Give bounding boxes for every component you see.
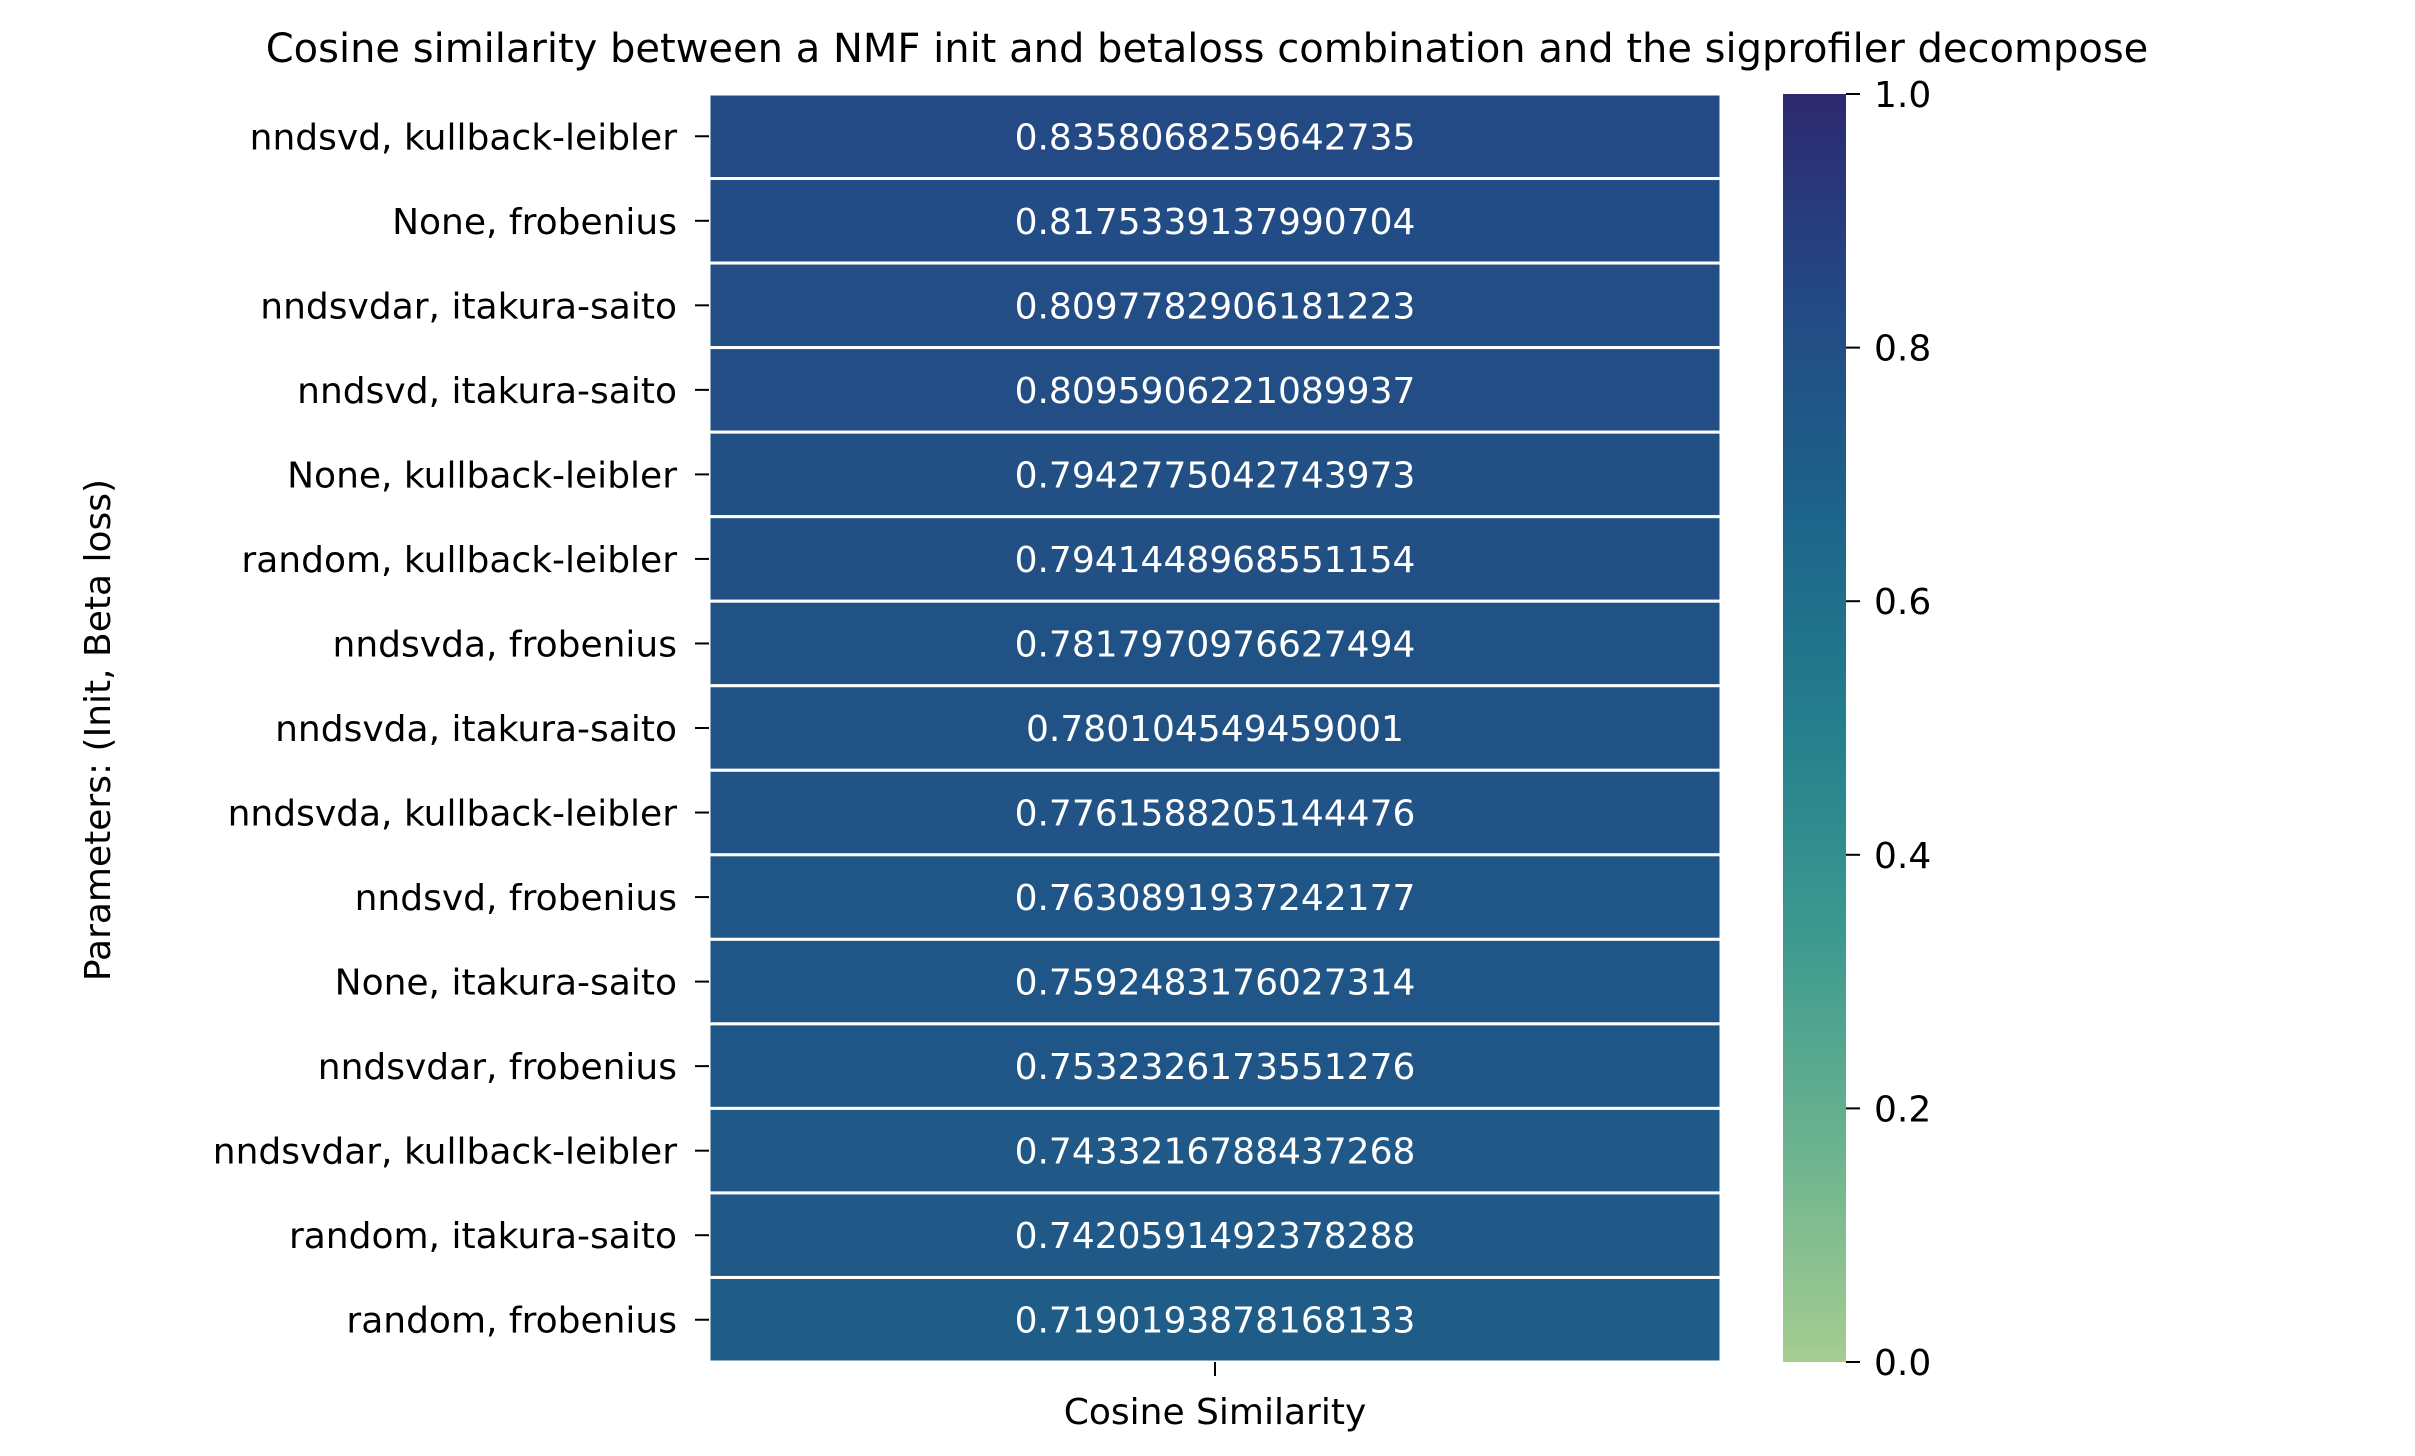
y-ticks <box>695 135 709 1321</box>
colorbar-ticks: 0.0 0.2 0.4 0.6 0.8 1.0 <box>1846 75 1931 1384</box>
heatmap-cell <box>707 346 1723 434</box>
y-tick-label: nndsvda, frobenius <box>333 624 677 665</box>
y-tick-label: None, frobenius <box>392 202 677 243</box>
heatmap-cell <box>707 1191 1723 1279</box>
heatmap-cell <box>707 177 1723 265</box>
cell-value-label: 0.7761588205144476 <box>1015 794 1416 835</box>
colorbar-tick-label: 0.8 <box>1874 329 1931 370</box>
y-tick-label: nndsvd, frobenius <box>355 878 677 919</box>
cell-value-label: 0.8097782906181223 <box>1015 286 1416 327</box>
cell-value-label: 0.7942775042743973 <box>1015 455 1416 496</box>
heatmap-cells: 0.8358068259642735 0.8175339137990704 0.80… <box>707 92 1723 1364</box>
heatmap-cell <box>707 92 1723 181</box>
y-tick-label: None, kullback-leibler <box>287 455 677 496</box>
y-tick-label: random, frobenius <box>346 1301 677 1342</box>
cell-value-label: 0.7420591492378288 <box>1015 1216 1416 1257</box>
heatmap-cell <box>707 261 1723 350</box>
y-tick-label: nndsvd, itakura-saito <box>297 371 677 412</box>
cell-value-label: 0.7190193878168133 <box>1015 1301 1416 1342</box>
y-tick-label: nndsvdar, frobenius <box>318 1047 677 1088</box>
colorbar-tick-label: 0.2 <box>1874 1089 1931 1130</box>
colorbar <box>1783 94 1846 1362</box>
colorbar-tick-label: 0.6 <box>1874 582 1931 623</box>
heatmap-cell <box>707 937 1723 1026</box>
cell-value-label: 0.780104549459001 <box>1026 709 1404 750</box>
y-tick-label: nndsvda, kullback-leibler <box>228 794 678 835</box>
chart-title: Cosine similarity between a NMF init and… <box>266 26 2149 72</box>
cell-value-label: 0.7941448968551154 <box>1015 540 1416 581</box>
cell-value-label: 0.8095906221089937 <box>1015 371 1416 412</box>
x-tick-label: Cosine Similarity <box>1064 1392 1367 1433</box>
y-tick-label: None, itakura-saito <box>335 963 677 1004</box>
y-tick-label: random, kullback-leibler <box>241 540 677 581</box>
cell-value-label: 0.8358068259642735 <box>1015 117 1416 158</box>
y-tick-label: nndsvdar, itakura-saito <box>260 286 677 327</box>
cell-value-label: 0.7630891937242177 <box>1015 878 1416 919</box>
cell-value-label: 0.7433216788437268 <box>1015 1132 1416 1173</box>
heatmap-cell <box>707 1022 1723 1110</box>
y-tick-label: nndsvdar, kullback-leibler <box>213 1132 677 1173</box>
cell-value-label: 0.7817970976627494 <box>1015 624 1416 665</box>
cell-value-label: 0.8175339137990704 <box>1015 202 1416 243</box>
y-tick-label: nndsvd, kullback-leibler <box>250 117 678 158</box>
colorbar-tick-label: 0.4 <box>1874 836 1931 877</box>
colorbar-tick-label: 1.0 <box>1874 75 1931 116</box>
y-tick-labels: nndsvd, kullback-leibler None, frobenius n… <box>213 117 677 1341</box>
y-tick-label: nndsvda, itakura-saito <box>275 709 677 750</box>
y-axis-label: Parameters: (Init, Beta loss) <box>78 479 119 981</box>
cell-value-label: 0.7592483176027314 <box>1015 963 1416 1004</box>
heatmap-cell <box>707 853 1723 941</box>
y-tick-label: random, itakura-saito <box>289 1216 677 1257</box>
colorbar-tick-label: 0.0 <box>1874 1343 1931 1384</box>
cell-value-label: 0.7532326173551276 <box>1015 1047 1416 1088</box>
